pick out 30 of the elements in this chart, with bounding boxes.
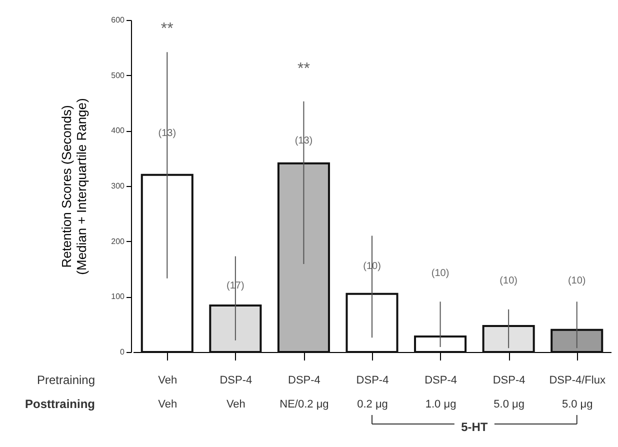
y-tick-label: 600 — [111, 16, 126, 24]
text: 5-HT — [461, 420, 488, 434]
annotation: ** — [297, 60, 310, 78]
bar — [414, 336, 467, 353]
annotation: ** — [160, 20, 174, 38]
y-tick-label: 300 — [111, 182, 126, 190]
x-tick-label: DSP-4 5.0 μg — [492, 374, 526, 410]
annotation: (10) — [500, 276, 518, 287]
y-tick-label: 500 — [111, 70, 126, 80]
y-axis-title: Retention Scores (Seconds) (Median + Interquartile Range) — [59, 98, 90, 275]
annotation: (10) — [568, 276, 586, 287]
x-tick-label: DSP-4 1.0 μg — [424, 374, 457, 410]
y-tick-label: 400 — [111, 126, 126, 136]
x-tick-label: DSP-4 NE/0.2 μg — [280, 374, 329, 410]
annotation: (10) — [431, 268, 450, 279]
x-tick-label: Veh Veh — [158, 374, 178, 410]
y-tick-label: 0 — [120, 348, 126, 356]
bar — [550, 328, 604, 353]
bar — [346, 292, 398, 353]
bar — [209, 304, 262, 353]
bar — [140, 174, 194, 353]
x-tick-label: DSP-4 Veh — [220, 374, 252, 410]
y-tick-label: 100 — [111, 292, 126, 302]
x-tick-label: DSP-4 0.2 μg — [356, 374, 389, 410]
text: Posttraining — [24, 397, 95, 411]
x-tick-label: DSP-4/Flux 5.0 μg — [549, 374, 606, 410]
bar — [277, 162, 330, 353]
y-tick-label: 200 — [111, 236, 126, 246]
bar — [482, 324, 535, 353]
text: Pretraining — [36, 373, 95, 387]
